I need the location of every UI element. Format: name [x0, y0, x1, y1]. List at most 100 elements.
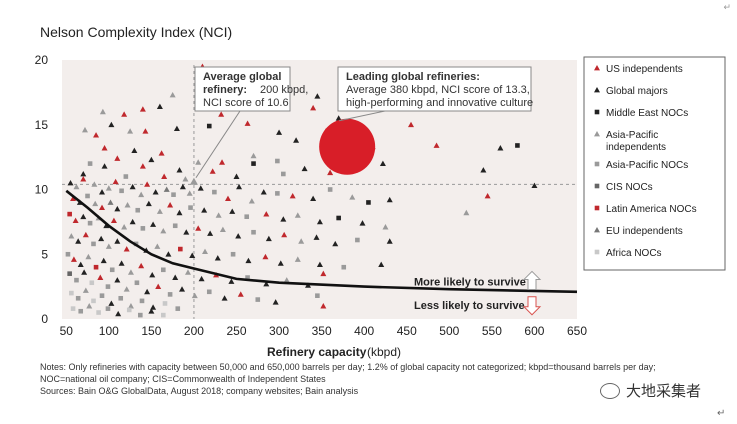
data-point	[114, 205, 121, 212]
legend-marker	[594, 161, 600, 167]
data-point	[160, 227, 167, 234]
data-point	[85, 193, 90, 199]
data-point	[99, 189, 106, 195]
data-point	[101, 163, 108, 169]
wechat-icon	[600, 382, 620, 399]
data-point	[172, 223, 178, 229]
legend-marker	[594, 131, 600, 137]
data-point	[93, 264, 99, 270]
note-line-1: Notes: Only refineries with capacity bet…	[40, 362, 656, 372]
data-point	[112, 178, 119, 185]
data-point	[108, 121, 115, 128]
data-point	[301, 165, 308, 172]
data-point	[275, 191, 280, 196]
data-point	[114, 277, 121, 283]
data-point	[263, 281, 270, 287]
annotation-average-text: NCI score of 10.6	[203, 97, 289, 109]
data-point	[198, 275, 205, 282]
data-point	[336, 215, 341, 221]
data-point	[341, 264, 347, 270]
legend-label: Middle East NOCs	[606, 108, 688, 119]
data-point	[463, 209, 470, 216]
data-point	[262, 253, 269, 260]
data-point	[263, 211, 270, 217]
data-point	[229, 208, 236, 214]
annotation-leader-average	[195, 110, 241, 179]
data-point	[129, 183, 136, 190]
data-point	[212, 189, 217, 195]
data-point	[81, 269, 88, 275]
data-point	[386, 238, 393, 244]
data-point	[139, 106, 146, 112]
data-point	[379, 160, 386, 166]
y-tick-label: 0	[41, 312, 48, 326]
legend-label: Africa NOCs	[606, 248, 662, 259]
data-point	[245, 257, 252, 264]
annotation-leading-text: high-performing and innovative culture	[346, 97, 533, 109]
data-point	[163, 186, 170, 192]
data-point	[78, 308, 84, 314]
data-point	[260, 189, 267, 195]
data-point	[68, 233, 75, 239]
data-point	[86, 303, 93, 309]
data-point	[248, 198, 255, 204]
data-point	[236, 183, 243, 190]
x-tick-label: 350	[312, 324, 332, 338]
data-point	[237, 291, 244, 297]
data-point	[251, 161, 256, 166]
data-point	[148, 308, 155, 314]
data-point	[139, 163, 146, 169]
y-tick-label: 20	[35, 53, 49, 67]
data-point	[327, 187, 333, 192]
legend-marker	[594, 65, 600, 71]
x-tick-label: 650	[567, 324, 587, 338]
data-point	[154, 243, 161, 249]
data-point	[206, 123, 212, 129]
data-point	[221, 295, 228, 301]
data-point	[87, 161, 93, 166]
legend-marker	[594, 87, 600, 93]
watermark-text: 大地采集者	[626, 383, 702, 400]
data-point	[96, 310, 101, 315]
data-point	[173, 125, 180, 132]
data-point	[114, 238, 121, 244]
data-point	[366, 200, 371, 205]
x-tick-label: 600	[524, 324, 544, 338]
data-point	[349, 194, 356, 200]
data-point	[195, 225, 202, 231]
data-point	[178, 246, 183, 252]
data-point	[105, 185, 112, 191]
data-point	[99, 108, 106, 115]
data-point	[283, 277, 290, 283]
data-point	[70, 195, 77, 201]
data-point	[105, 243, 112, 249]
data-point	[250, 152, 257, 159]
data-point	[433, 142, 440, 148]
data-point	[124, 202, 131, 208]
data-point	[176, 167, 183, 173]
data-point	[99, 293, 105, 298]
annotation-average-bold: Average global	[203, 71, 281, 83]
data-point	[97, 274, 104, 280]
data-point	[161, 173, 168, 179]
data-point	[197, 185, 204, 191]
x-tick-label: 150	[141, 324, 161, 338]
legend-box	[583, 56, 726, 271]
chart-title: Nelson Complexity Index (NCI)	[40, 24, 233, 40]
data-point	[145, 200, 152, 207]
annotation-box-leading	[337, 66, 532, 112]
data-point	[320, 270, 327, 277]
data-point	[127, 269, 134, 275]
x-tick-label: 400	[354, 324, 374, 338]
data-point	[245, 275, 250, 280]
data-point	[233, 173, 240, 179]
data-point	[209, 168, 216, 174]
data-point	[91, 298, 96, 304]
legend-label: independents	[606, 142, 666, 153]
data-point	[202, 248, 209, 255]
legend-marker	[594, 205, 600, 211]
data-point	[160, 312, 166, 318]
data-point	[115, 310, 122, 317]
data-point	[165, 251, 172, 257]
data-point	[103, 222, 110, 229]
